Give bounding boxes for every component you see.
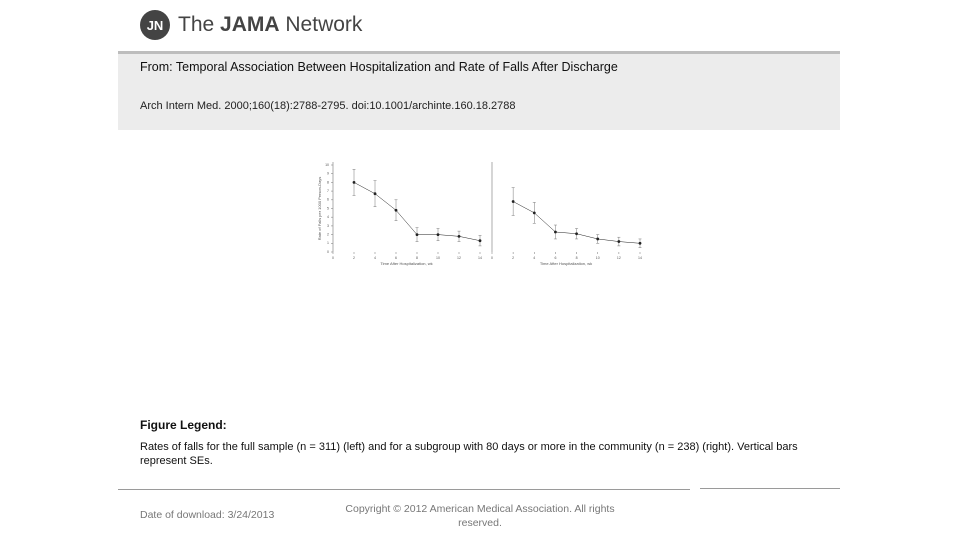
download-date: 3/24/2013	[227, 509, 275, 521]
point	[511, 200, 515, 203]
article-title: Temporal Association Between Hospitaliza…	[175, 60, 618, 74]
y-tick-label: 4	[327, 215, 329, 219]
y-tick-label: 2	[327, 233, 329, 237]
x-tick-label: 0	[491, 256, 493, 260]
x-tick-label: 12	[457, 256, 461, 260]
legend-heading: Figure Legend:	[140, 418, 227, 432]
x-tick-label: 0	[332, 256, 334, 260]
point	[638, 241, 642, 245]
point	[617, 240, 621, 243]
point	[394, 208, 398, 212]
x-tick-label: 10	[436, 256, 440, 260]
from-label: From:	[140, 60, 173, 74]
brand: The JAMA Network	[178, 13, 362, 37]
x-tick-label: 2	[512, 256, 514, 260]
x-tick-label: 8	[416, 256, 418, 260]
x-tick-label: 4	[533, 256, 535, 260]
download-label: Date of download:	[140, 509, 225, 521]
x-tick-label: 12	[617, 256, 621, 260]
rule	[118, 489, 690, 490]
x-tick-label: 8	[576, 256, 578, 260]
x-tick-label: 14	[638, 256, 642, 260]
logo: JN The JAMA Network	[140, 10, 362, 40]
y-tick-label: 0	[327, 250, 329, 254]
y-tick-label: 9	[327, 172, 329, 176]
source-band	[118, 51, 840, 130]
x-axis-label: Time After Hospitalization, wk	[540, 261, 592, 266]
point	[457, 234, 461, 238]
y-tick-label: 3	[327, 224, 329, 228]
y-tick-label: 6	[327, 198, 329, 202]
x-tick-label: 4	[374, 256, 376, 260]
brand-bold: JAMA	[220, 13, 280, 36]
source-title: From: Temporal Association Between Hospi…	[140, 60, 618, 74]
y-tick-label: 5	[327, 206, 329, 210]
point	[436, 233, 440, 236]
x-tick-label: 2	[353, 256, 355, 260]
x-tick-label: 10	[596, 256, 600, 260]
point	[532, 211, 536, 215]
brand-suffix: Network	[285, 13, 363, 36]
point	[373, 192, 377, 196]
point	[415, 233, 419, 236]
brand-prefix: The	[178, 13, 215, 36]
x-axis-label: Time After Hospitalization, wk	[380, 261, 432, 266]
point	[478, 239, 482, 243]
point	[575, 232, 578, 236]
y-axis-label: Rate of Falls per 1000 Person-Days	[317, 177, 322, 241]
logo-mark: JN	[140, 10, 170, 40]
x-tick-label: 6	[395, 256, 397, 260]
y-tick-label: 8	[327, 180, 329, 184]
y-tick-label: 1	[327, 241, 329, 245]
point	[596, 237, 600, 241]
point	[352, 181, 356, 184]
copyright: Copyright © 2012 American Medical Associ…	[345, 503, 615, 529]
download: Date of download: 3/24/2013	[140, 509, 274, 521]
x-tick-label: 6	[554, 256, 556, 260]
y-tick-label: 7	[327, 189, 329, 193]
point	[554, 230, 557, 234]
rule	[700, 488, 840, 489]
citation: Arch Intern Med. 2000;160(18):2788-2795.…	[140, 100, 516, 112]
x-tick-label: 14	[478, 256, 482, 260]
legend-text: Rates of falls for the full sample (n = …	[140, 441, 798, 467]
y-tick-label: 10	[325, 163, 329, 167]
